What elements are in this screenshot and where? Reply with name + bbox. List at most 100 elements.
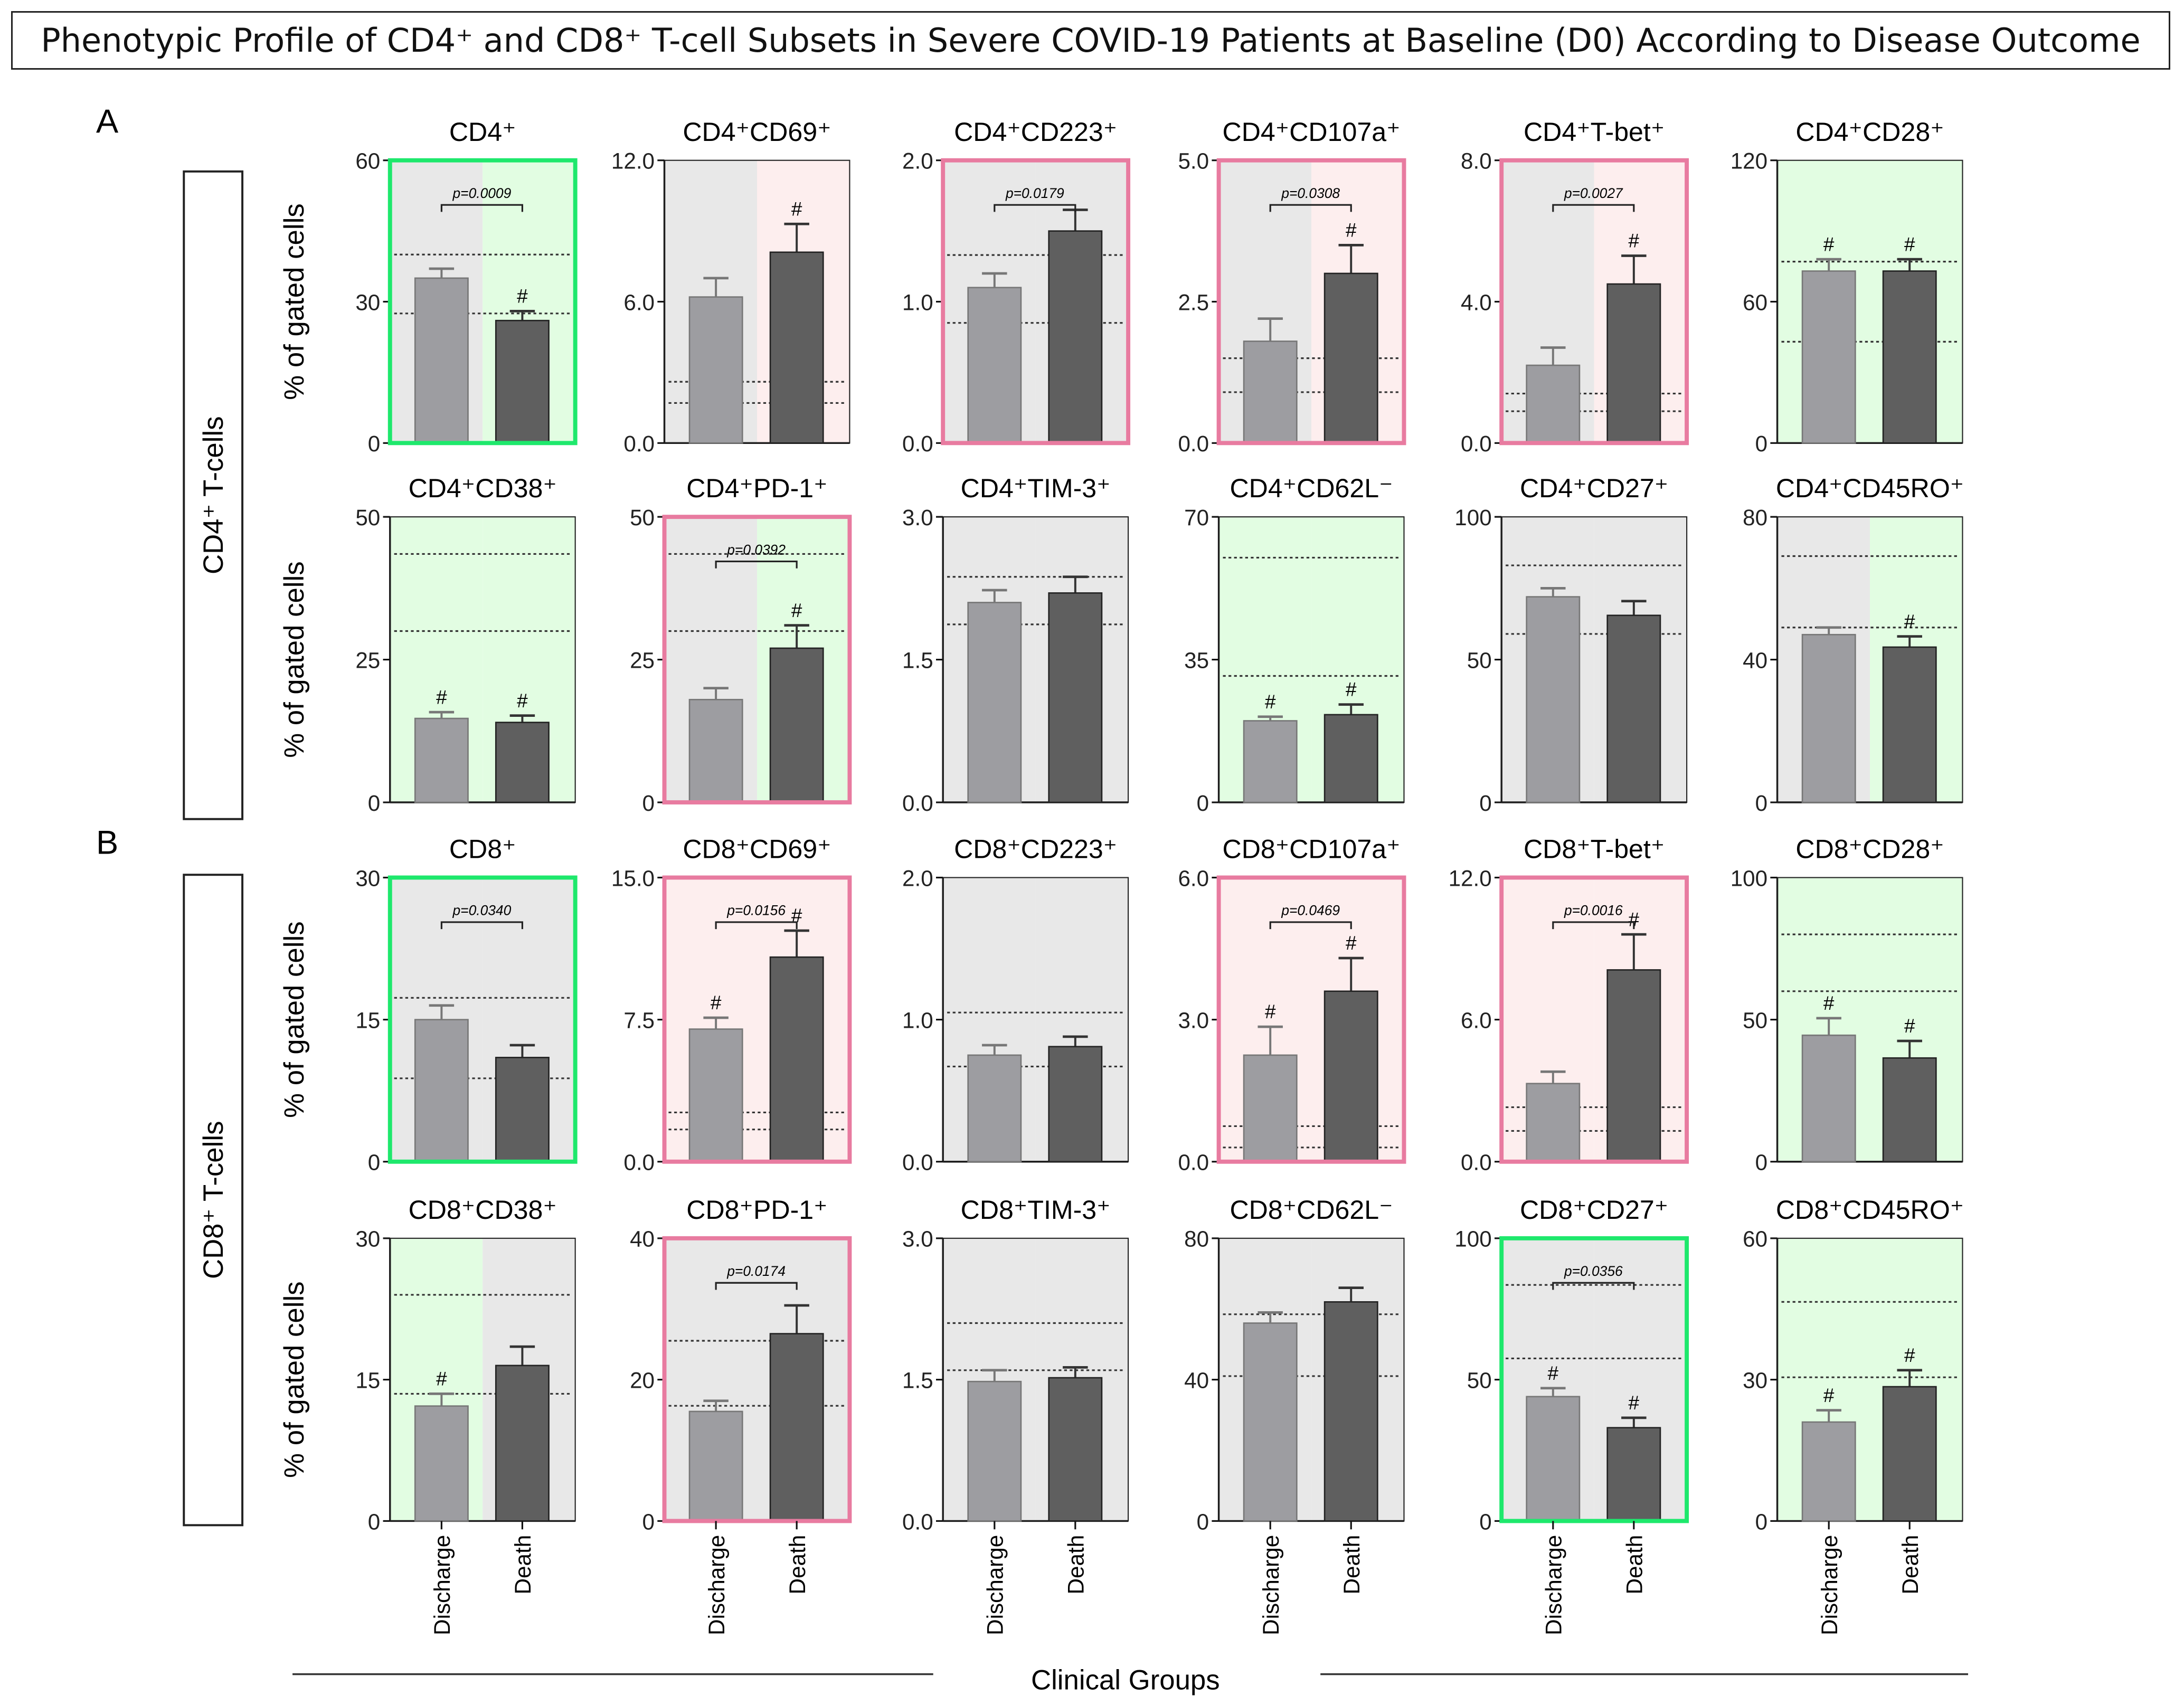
y-tick-label: 0 (1479, 1509, 1491, 1534)
bar-death (1882, 1057, 1937, 1163)
significance-hash: # (1629, 1392, 1640, 1414)
y-tick-label: 35 (1184, 648, 1209, 672)
highlight-border (662, 515, 852, 804)
bar-discharge (414, 717, 469, 803)
significance-hash: # (1904, 611, 1915, 632)
significance-hash: # (1904, 233, 1915, 255)
bar-death (769, 1333, 824, 1522)
bar-death (1048, 230, 1103, 444)
p-value-bracket (440, 204, 523, 212)
y-tick-label: 30 (355, 1227, 380, 1252)
panel-title: CD4⁺CD28⁺ (1795, 117, 1944, 147)
panel-title: CD8⁺PD-1⁺ (686, 1195, 827, 1225)
bar-discharge (1243, 1054, 1298, 1163)
y-tick-label: 0.0 (902, 1150, 933, 1175)
y-tick-label: 6.0 (1461, 1008, 1492, 1033)
highlight-border (1216, 875, 1406, 1164)
significance-hash: # (1904, 1344, 1915, 1366)
y-tick-label: 60 (1743, 290, 1767, 315)
y-tick-label: 40 (1184, 1368, 1209, 1393)
y-tick-label: 0.0 (902, 431, 933, 456)
y-axis-label: % of gated cells (279, 561, 310, 757)
bar-discharge (1526, 364, 1581, 444)
significance-hash: # (436, 686, 447, 708)
row-group-box (183, 874, 244, 1527)
significance-hash: # (1346, 932, 1357, 954)
significance-hash: # (1629, 908, 1640, 930)
bar-discharge (1801, 1421, 1856, 1522)
y-tick-label: 0 (1755, 1509, 1767, 1534)
panel-title: CD8⁺CD107a⁺ (1223, 835, 1401, 864)
highlight-border (387, 875, 578, 1164)
bar-death (495, 1057, 550, 1163)
bar-discharge (414, 1019, 469, 1163)
p-value-bracket (715, 560, 798, 569)
y-tick-label: 2.0 (902, 866, 933, 891)
highlight-border (1499, 1236, 1689, 1523)
bar-discharge (688, 1028, 743, 1163)
y-tick-label: 15 (355, 1008, 380, 1033)
bar-death (769, 956, 824, 1163)
panel-title: CD8⁺CD28⁺ (1795, 835, 1944, 864)
bar-discharge (1526, 1083, 1581, 1163)
highlight-border (1216, 158, 1406, 446)
y-tick-label: 50 (1467, 1368, 1492, 1393)
y-tick-label: 30 (1743, 1368, 1767, 1393)
p-value-bracket (715, 921, 798, 930)
figure-title: Phenotypic Profile of CD4⁺ and CD8⁺ T-ce… (11, 11, 2170, 70)
y-tick-label: 2.0 (902, 149, 933, 174)
y-tick-label: 80 (1184, 1227, 1209, 1252)
y-tick-label: 30 (355, 866, 380, 891)
bar-death (1323, 990, 1378, 1163)
bar-discharge (688, 1410, 743, 1522)
p-value-label: p=0.0156 (726, 903, 786, 918)
bar-discharge (1243, 1322, 1298, 1522)
panel-title: CD8⁺ (449, 835, 516, 864)
significance-hash: # (711, 992, 722, 1013)
bar-discharge (1526, 1396, 1581, 1522)
y-tick-label: 0 (642, 1509, 655, 1534)
y-tick-label: 6.0 (623, 290, 655, 315)
y-tick-label: 0 (1197, 791, 1209, 816)
p-value-bracket (1552, 204, 1635, 212)
panel-title: CD4⁺CD69⁺ (683, 117, 831, 147)
p-value-label: p=0.0174 (726, 1263, 786, 1279)
y-tick-label: 0 (1755, 791, 1767, 816)
x-tick-label: Discharge (1259, 1535, 1283, 1635)
y-tick-label: 0.0 (623, 1150, 655, 1175)
panel-title: CD4⁺CD45RO⁺ (1776, 473, 1964, 503)
bar-death (1323, 714, 1378, 803)
bar-discharge (967, 602, 1022, 803)
y-tick-label: 25 (630, 648, 655, 672)
p-value-label: p=0.0016 (1564, 903, 1623, 918)
y-tick-label: 6.0 (1178, 866, 1209, 891)
y-tick-label: 2.5 (1178, 290, 1209, 315)
bar-death (1323, 272, 1378, 444)
p-value-label: p=0.0356 (1564, 1263, 1623, 1279)
y-tick-label: 60 (355, 149, 380, 174)
y-tick-label: 70 (1184, 505, 1209, 530)
bar-discharge (1243, 340, 1298, 444)
p-value-bracket (1552, 921, 1635, 930)
panel-title: CD8⁺CD69⁺ (683, 835, 831, 864)
y-tick-label: 1.0 (902, 1008, 933, 1033)
y-tick-label: 0 (1479, 791, 1491, 816)
bar-death (495, 722, 550, 803)
p-value-bracket (715, 1282, 798, 1290)
p-value-bracket (1269, 921, 1352, 930)
y-tick-label: 80 (1743, 505, 1767, 530)
significance-hash: # (791, 600, 802, 621)
bar-discharge (414, 1405, 469, 1522)
bar-death (495, 319, 550, 444)
bar-discharge (1801, 1034, 1856, 1163)
bar-discharge (967, 1054, 1022, 1163)
x-tick-label: Death (785, 1535, 810, 1595)
p-value-label: p=0.0179 (1005, 185, 1064, 201)
panel-title: CD8⁺CD38⁺ (409, 1195, 557, 1225)
bar-discharge (967, 1380, 1022, 1522)
bar-death (1048, 592, 1103, 803)
y-tick-label: 0 (368, 1509, 380, 1534)
y-tick-label: 0 (1197, 1509, 1209, 1534)
p-value-label: p=0.0340 (452, 903, 512, 918)
y-tick-label: 1.5 (902, 1368, 933, 1393)
